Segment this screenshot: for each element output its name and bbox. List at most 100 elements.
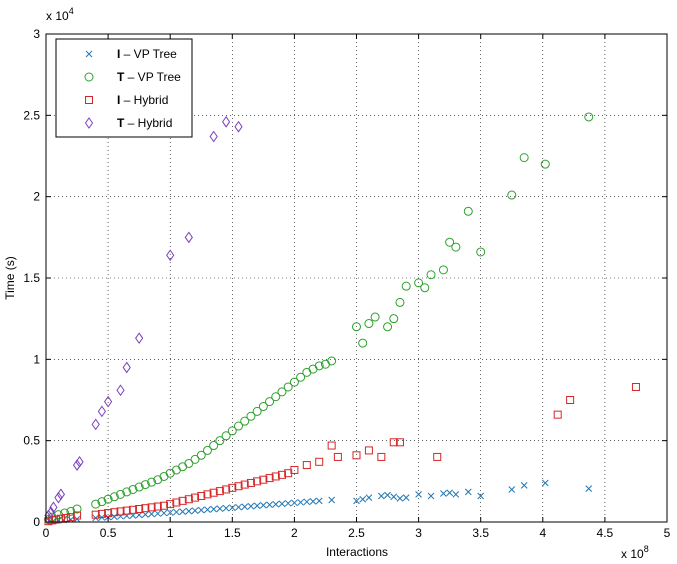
series-3: [44, 115, 243, 522]
data-point: [91, 499, 101, 509]
data-point: [166, 500, 175, 509]
data-point: [190, 454, 200, 464]
data-point: [210, 505, 218, 513]
x-tick-label: 2: [291, 526, 298, 540]
x-tick-label: 1.5: [224, 526, 241, 540]
data-point: [240, 480, 249, 489]
data-point: [445, 237, 455, 247]
data-point: [66, 513, 75, 522]
data-point: [365, 494, 373, 501]
data-point: [135, 332, 144, 345]
data-point: [328, 496, 336, 504]
x-multiplier: x 108: [621, 544, 649, 561]
series-0: [46, 479, 593, 525]
data-point: [353, 497, 360, 505]
data-point: [240, 416, 250, 426]
data-point: [173, 508, 180, 516]
data-point: [246, 411, 256, 421]
data-point: [97, 405, 107, 418]
data-point: [202, 445, 212, 455]
data-point: [141, 504, 150, 513]
data-point: [541, 479, 549, 487]
data-point: [333, 452, 342, 461]
data-point: [154, 510, 162, 517]
data-point: [97, 509, 106, 518]
data-point: [540, 159, 550, 169]
legend-entry: T – Hybrid: [117, 116, 172, 130]
data-point: [178, 496, 187, 505]
data-point: [209, 130, 218, 143]
data-point: [103, 494, 113, 504]
data-point: [66, 506, 76, 516]
legend-marker: [85, 96, 93, 104]
data-point: [103, 395, 113, 408]
data-point: [377, 492, 385, 500]
data-point: [566, 396, 575, 404]
data-point: [520, 482, 528, 489]
data-point: [446, 489, 454, 497]
data-point: [104, 509, 113, 518]
data-point: [222, 485, 231, 494]
data-point: [314, 361, 324, 371]
data-point: [440, 490, 447, 497]
y-axis-label: Time (s): [3, 256, 17, 300]
data-point: [221, 115, 231, 128]
data-point: [122, 487, 132, 497]
x-tick-label: 4.5: [597, 526, 614, 540]
data-point: [246, 478, 255, 487]
series-1: [43, 112, 594, 525]
data-point: [166, 249, 175, 262]
data-point: [222, 504, 230, 512]
data-point: [197, 491, 206, 500]
data-point: [128, 484, 138, 494]
data-point: [51, 515, 60, 524]
data-point: [358, 338, 368, 348]
data-point: [433, 452, 442, 461]
data-point: [72, 459, 82, 471]
y-tick-label: 0.5: [23, 434, 40, 448]
data-point: [308, 364, 318, 374]
data-point: [166, 509, 174, 516]
data-point: [221, 431, 231, 441]
legend-entry: I – VP Tree: [117, 47, 177, 61]
legend-marker: [84, 72, 94, 82]
data-point: [252, 406, 262, 416]
x-tick-label: 4: [539, 526, 546, 540]
data-point: [395, 438, 404, 447]
series-2: [44, 382, 640, 526]
data-point: [389, 314, 399, 324]
data-point: [116, 384, 125, 397]
data-point: [415, 490, 422, 498]
data-point: [234, 421, 244, 431]
data-point: [209, 488, 218, 497]
y-tick-label: 1: [33, 352, 40, 366]
data-point: [296, 372, 306, 382]
data-point: [110, 508, 119, 517]
data-point: [147, 477, 157, 487]
data-point: [116, 507, 125, 516]
y-tick-label: 3: [33, 27, 40, 41]
data-point: [61, 513, 70, 522]
data-point: [426, 270, 436, 280]
data-point: [216, 505, 224, 513]
data-point: [135, 511, 143, 519]
data-point: [265, 397, 275, 407]
y-tick-label: 2.5: [23, 108, 40, 122]
data-point: [302, 367, 312, 377]
data-point: [185, 507, 193, 515]
legend-marker: [84, 117, 94, 129]
data-point: [364, 319, 374, 329]
data-point: [291, 499, 298, 507]
data-point: [253, 502, 261, 510]
data-point: [390, 493, 398, 501]
series-layer: [43, 112, 640, 526]
data-point: [508, 486, 516, 493]
data-point: [122, 506, 131, 515]
data-point: [179, 508, 186, 515]
x-multiplier-exp: 8: [644, 544, 649, 554]
data-point: [451, 242, 461, 252]
data-point: [402, 494, 410, 501]
data-point: [228, 483, 237, 492]
data-point: [377, 452, 386, 461]
data-point: [289, 377, 299, 387]
